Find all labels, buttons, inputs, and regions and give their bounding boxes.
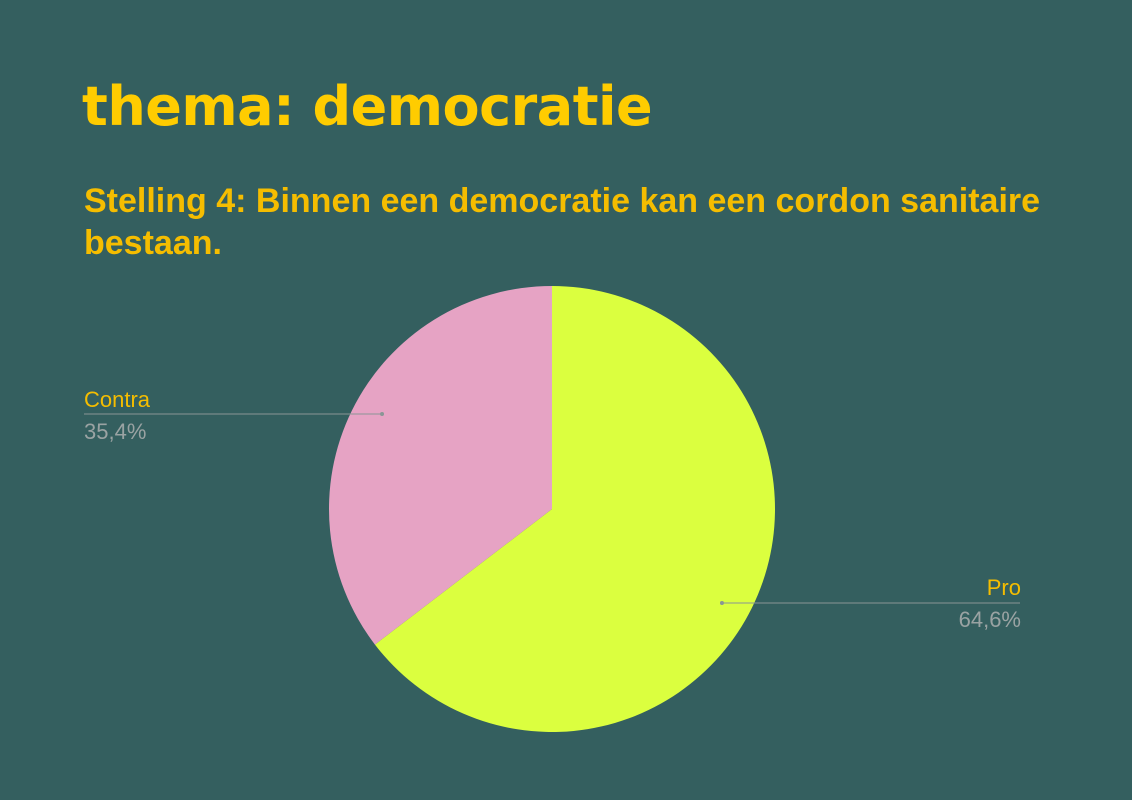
page-title: thema: democratie bbox=[82, 75, 653, 138]
pie-slice-contra bbox=[328, 286, 552, 645]
label-pro: Pro 64,6% bbox=[959, 575, 1021, 633]
label-pro-value: 64,6% bbox=[958, 607, 1021, 632]
label-contra-name: Contra bbox=[84, 387, 151, 412]
label-contra-value: 35,4% bbox=[84, 419, 147, 444]
label-pro-name: Pro bbox=[986, 575, 1021, 600]
leader-dot-contra bbox=[380, 412, 385, 416]
pie-slice-pro bbox=[374, 286, 775, 732]
label-contra: Contra 35,4% bbox=[84, 387, 150, 445]
chart-title: Stelling 4: Binnen een democratie kan ee… bbox=[84, 182, 1041, 262]
leader-dot-pro bbox=[719, 601, 724, 605]
